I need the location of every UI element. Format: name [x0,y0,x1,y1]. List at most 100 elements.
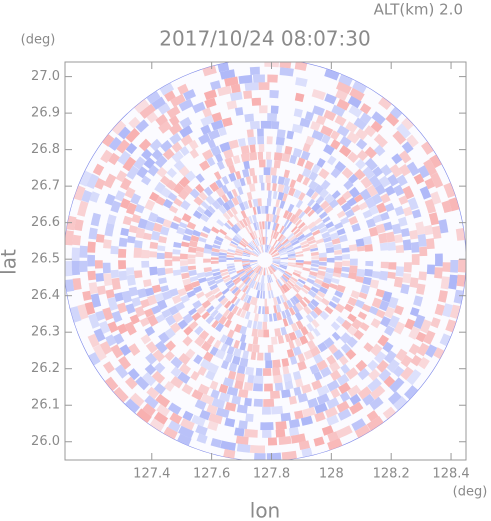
echo-cell [263,314,268,322]
echo-cell [382,406,396,420]
echo-cell [119,344,132,357]
echo-cell [400,354,413,368]
echo-cell [247,343,253,352]
echo-cell [272,183,277,192]
echo-cell [103,173,117,189]
echo-cell [252,198,259,207]
echo-cell [287,264,296,268]
echo-cell [342,190,353,201]
echo-cell [153,411,169,425]
echo-cell [156,166,168,178]
echo-cell [406,369,422,386]
echo-cell [378,368,392,382]
echo-cell [246,129,254,138]
echo-cell [125,128,140,143]
echo-cell [348,272,357,280]
echo-cell [166,179,177,191]
echo-cell [298,237,307,243]
echo-cell [192,101,206,114]
echo-cell [328,343,339,355]
echo-cell [149,191,160,202]
echo-cell [336,210,346,219]
echo-cell [210,260,219,264]
echo-cell [262,290,265,299]
echo-cell [271,121,280,130]
echo-cell [315,238,325,245]
echo-cell [140,298,150,309]
echo-cell [273,152,283,161]
echo-cell [226,265,235,269]
echo-cell [167,420,181,433]
echo-cell [182,335,193,347]
echo-cell [268,290,271,299]
echo-cell [316,221,326,230]
echo-cell [241,301,248,310]
echo-cell [311,263,319,268]
echo-cell [197,383,210,395]
echo-cell [234,380,244,390]
echo-cell [271,264,279,269]
echo-cell [430,191,442,205]
echo-cell [262,275,265,284]
echo-cell [281,285,288,293]
echo-cell [272,256,281,259]
echo-cell [411,254,420,265]
echo-cell [293,269,302,275]
echo-cell [269,265,275,273]
echo-cell [226,254,235,258]
echo-cell [259,267,263,275]
echo-cell [270,105,279,114]
echo-cell [260,282,263,291]
echo-cell [445,319,457,333]
echo-cell [258,159,266,168]
echo-cell [234,298,241,306]
echo-cell [265,360,273,369]
echo-cell [221,184,229,194]
echo-cell [128,343,141,356]
echo-cell [368,368,381,381]
echo-cell [339,145,352,158]
echo-cell [217,85,232,97]
echo-cell [213,274,223,281]
echo-cell [307,239,317,245]
echo-cell [266,244,269,253]
echo-cell [72,234,81,246]
echo-cell [102,307,114,321]
echo-cell [252,175,258,184]
echo-cell [220,343,229,353]
echo-cell [191,414,206,427]
echo-cell [180,199,191,211]
echo-cell [242,252,251,256]
echo-cell [293,283,302,291]
echo-cell [128,286,139,297]
echo-cell [425,344,438,358]
echo-cell [158,120,172,134]
echo-cell [310,286,320,294]
echo-cell [295,199,304,209]
echo-cell [249,271,256,279]
echo-cell [237,270,245,276]
echo-cell [423,159,438,176]
echo-cell [384,202,395,213]
echo-cell [233,323,242,333]
echo-cell [199,231,209,239]
echo-cell [164,267,174,275]
echo-cell [235,170,242,180]
echo-cell [277,176,286,185]
echo-cell [269,213,274,222]
echo-cell [166,167,177,178]
echo-cell [140,334,152,345]
echo-cell [315,115,327,126]
echo-cell [424,178,436,190]
echo-cell [230,206,238,216]
echo-cell [272,260,281,263]
echo-cell [192,229,201,237]
echo-cell [440,276,450,290]
echo-cell [363,235,372,245]
echo-cell [261,205,265,214]
echo-cell [107,214,117,225]
echo-cell [268,266,274,274]
echo-cell [295,262,304,266]
echo-cell [203,186,214,197]
echo-cell [364,244,373,252]
